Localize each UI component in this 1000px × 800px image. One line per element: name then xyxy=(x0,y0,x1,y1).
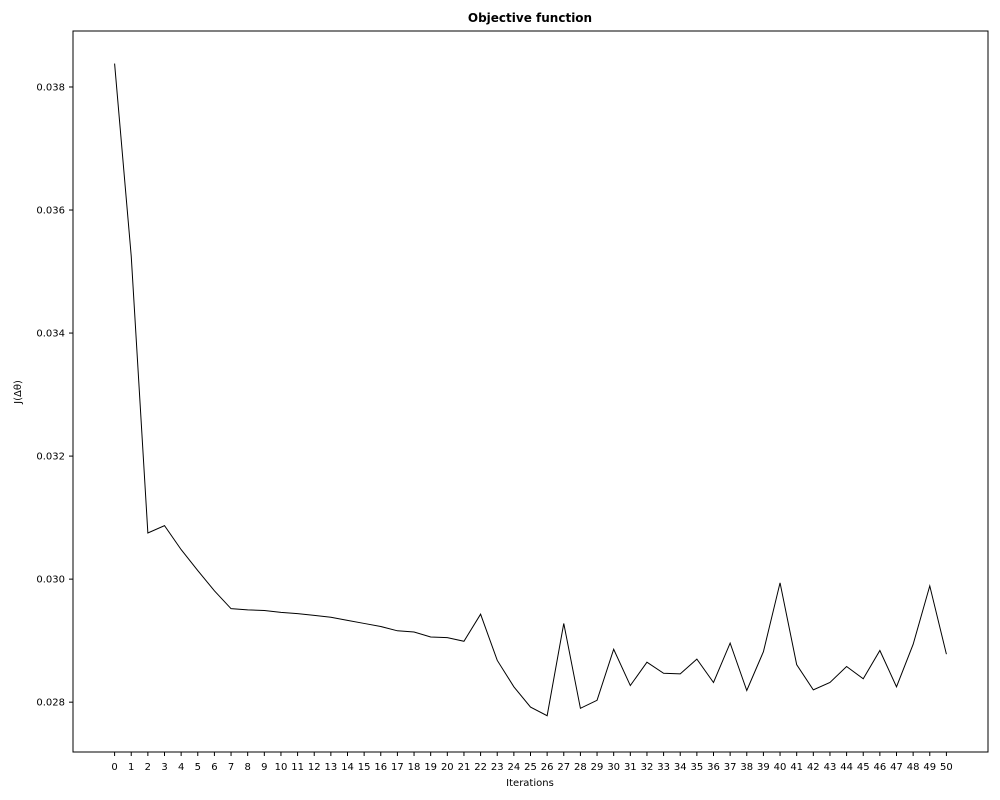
x-tick-label: 21 xyxy=(458,762,471,773)
y-tick-label: 0.036 xyxy=(36,206,65,217)
x-tick-label: 8 xyxy=(244,762,250,773)
x-tick-label: 36 xyxy=(707,762,720,773)
x-tick-label: 28 xyxy=(574,762,587,773)
x-tick-label: 33 xyxy=(657,762,670,773)
x-tick-label: 30 xyxy=(607,762,620,773)
x-tick-label: 23 xyxy=(491,762,504,773)
x-tick-label: 44 xyxy=(840,762,853,773)
x-tick-label: 6 xyxy=(211,762,217,773)
x-tick-label: 37 xyxy=(724,762,737,773)
x-tick-label: 40 xyxy=(774,762,787,773)
x-tick-label: 35 xyxy=(690,762,703,773)
series-points xyxy=(114,64,946,716)
x-tick-label: 9 xyxy=(261,762,267,773)
x-tick-label: 45 xyxy=(857,762,870,773)
x-tick-label: 41 xyxy=(790,762,803,773)
x-tick-label: 5 xyxy=(195,762,201,773)
y-tick-label: 0.038 xyxy=(36,82,65,93)
x-tick-label: 24 xyxy=(507,762,520,773)
x-axis-label: Iterations xyxy=(506,778,554,789)
x-tick-label: 38 xyxy=(740,762,753,773)
x-tick-label: 50 xyxy=(940,762,953,773)
x-tick-label: 48 xyxy=(907,762,920,773)
x-tick-label: 26 xyxy=(541,762,554,773)
x-tick-label: 15 xyxy=(358,762,371,773)
x-tick-label: 46 xyxy=(873,762,886,773)
x-axis-ticks: 0 1 2 3 4 5 6 7 8 9 10 11 12 13 14 15 16 17 18 19 20 21 22 23 24… xyxy=(111,752,953,773)
x-tick-label: 49 xyxy=(923,762,936,773)
y-tick-label: 0.028 xyxy=(36,698,65,709)
chart-title: Objective function xyxy=(468,11,592,25)
x-tick-label: 34 xyxy=(674,762,687,773)
x-tick-label: 19 xyxy=(424,762,437,773)
x-tick-label: 2 xyxy=(145,762,151,773)
y-tick-label: 0.030 xyxy=(36,575,65,586)
x-tick-label: 18 xyxy=(408,762,421,773)
x-tick-label: 32 xyxy=(641,762,654,773)
x-tick-label: 17 xyxy=(391,762,404,773)
y-tick-label: 0.032 xyxy=(36,452,65,463)
x-tick-label: 47 xyxy=(890,762,903,773)
x-tick-label: 27 xyxy=(557,762,570,773)
x-tick-label: 16 xyxy=(374,762,387,773)
objective-function-series-line xyxy=(114,63,947,717)
x-tick-label: 12 xyxy=(308,762,321,773)
x-tick-label: 13 xyxy=(324,762,337,773)
x-tick-label: 11 xyxy=(291,762,304,773)
y-axis-ticks: 0.028 0.030 0.032 0.034 0.036 0.038 xyxy=(36,82,73,709)
x-tick-label: 4 xyxy=(178,762,184,773)
plot-area-frame xyxy=(72,30,989,753)
x-tick-label: 22 xyxy=(474,762,487,773)
y-tick-label: 0.034 xyxy=(36,329,65,340)
x-tick-label: 10 xyxy=(275,762,288,773)
x-tick-label: 7 xyxy=(228,762,234,773)
x-tick-label: 0 xyxy=(111,762,117,773)
x-tick-label: 14 xyxy=(341,762,354,773)
x-tick-label: 1 xyxy=(128,762,134,773)
x-tick-label: 29 xyxy=(591,762,604,773)
x-tick-label: 42 xyxy=(807,762,820,773)
x-tick-label: 20 xyxy=(441,762,454,773)
x-tick-label: 3 xyxy=(161,762,167,773)
x-tick-label: 25 xyxy=(524,762,537,773)
x-tick-label: 31 xyxy=(624,762,637,773)
x-tick-label: 39 xyxy=(757,762,770,773)
y-axis-label: J(Δθ) xyxy=(13,380,24,405)
x-tick-label: 43 xyxy=(824,762,837,773)
